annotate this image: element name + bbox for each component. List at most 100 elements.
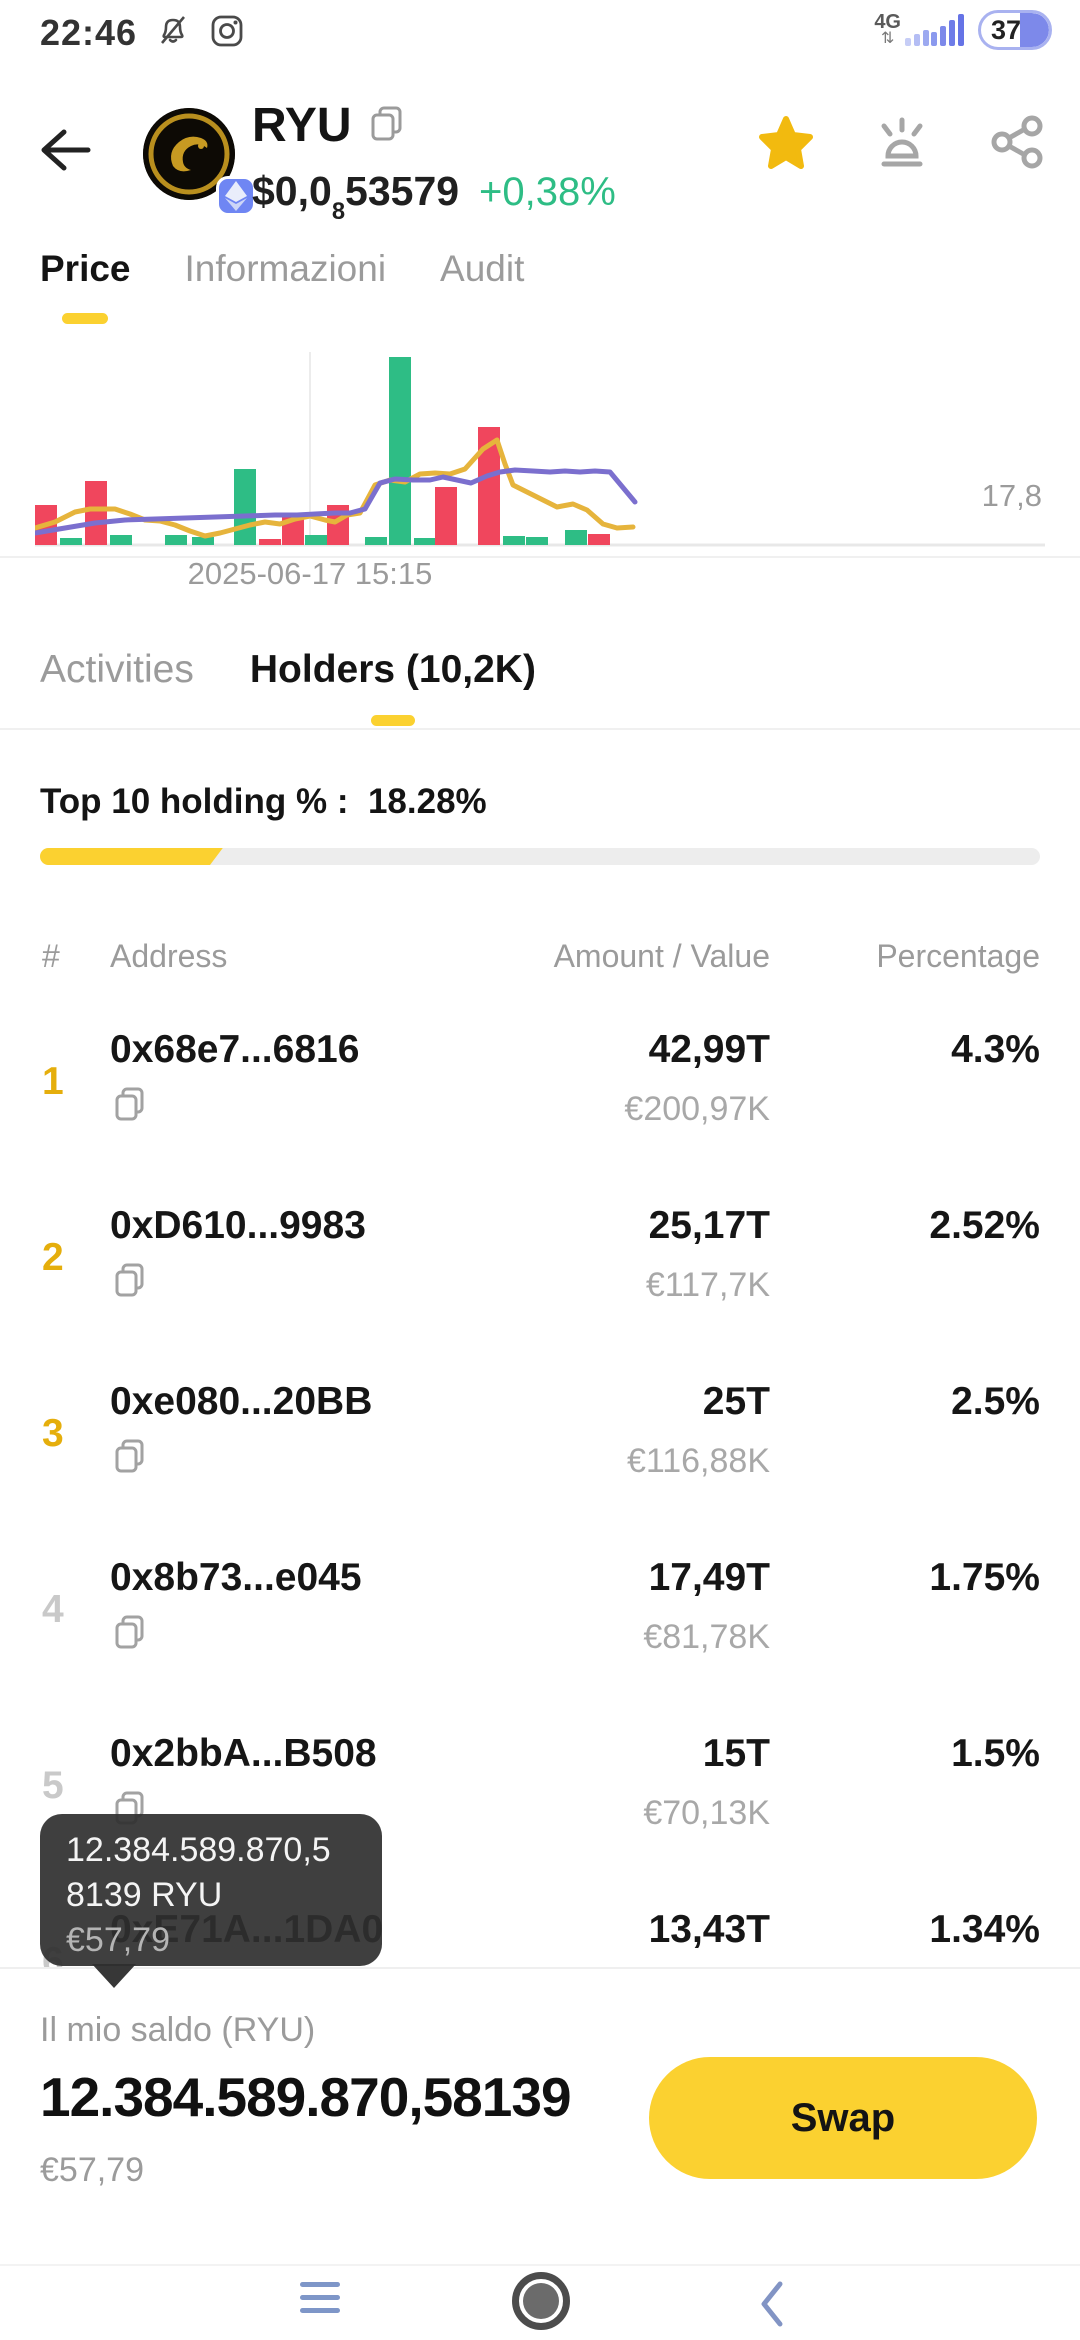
volume-bar bbox=[526, 537, 548, 545]
table-row[interactable]: 1 0x68e7...6816 42,99T €200,97K 4.3% bbox=[0, 1022, 1080, 1198]
favorite-star-icon[interactable] bbox=[758, 115, 814, 174]
price-volume-chart[interactable] bbox=[35, 352, 1045, 552]
home-button-icon[interactable] bbox=[512, 2272, 570, 2330]
tooltip-amount-line1: 12.384.589.870,5 bbox=[66, 1831, 331, 1869]
battery-percent: 37 bbox=[991, 15, 1022, 45]
holder-value: €81,78K bbox=[643, 1618, 770, 1656]
token-price: $0,0853579 bbox=[252, 168, 460, 226]
volume-bar bbox=[259, 539, 281, 545]
holder-percentage: 1.34% bbox=[929, 1908, 1040, 1951]
copy-address-icon[interactable] bbox=[112, 1086, 148, 1127]
tab-price[interactable]: Price bbox=[40, 248, 131, 318]
copy-token-name-icon[interactable] bbox=[368, 104, 406, 147]
volume-bar bbox=[435, 487, 457, 545]
holder-amount: 42,99T bbox=[648, 1028, 770, 1071]
volume-bar bbox=[503, 536, 525, 545]
system-navbar bbox=[0, 2264, 1080, 2340]
holder-rank: 1 bbox=[42, 1060, 64, 1103]
holder-value: €116,88K bbox=[626, 1442, 770, 1480]
holder-amount: 25T bbox=[702, 1380, 770, 1423]
top10-holding: Top 10 holding % : 18.28% bbox=[40, 782, 487, 821]
holder-percentage: 1.5% bbox=[951, 1732, 1040, 1775]
data-arrows-icon: ⇅ bbox=[880, 30, 895, 47]
holder-amount: 25,17T bbox=[648, 1204, 770, 1247]
price-change: +0,38% bbox=[479, 170, 616, 214]
table-row[interactable]: 3 0xe080...20BB 25T €116,88K 2.5% bbox=[0, 1374, 1080, 1550]
back-arrow-button[interactable] bbox=[36, 122, 96, 178]
main-tabs: Price Informazioni Audit bbox=[40, 248, 524, 318]
holder-address: 0xD610...9983 bbox=[110, 1204, 366, 1247]
token-name: RYU bbox=[252, 99, 352, 152]
holder-amount: 13,43T bbox=[648, 1908, 770, 1951]
status-bar: 22:46 4G ⇅ bbox=[0, 0, 1080, 70]
holder-rank: 4 bbox=[42, 1588, 64, 1631]
tab-holders[interactable]: Holders (10,2K) bbox=[250, 648, 536, 722]
balance-fiat: €57,79 bbox=[40, 2151, 144, 2189]
top10-progress-track bbox=[40, 848, 1040, 865]
holder-amount: 15T bbox=[702, 1732, 770, 1775]
battery-fill bbox=[1020, 13, 1049, 47]
holder-rank: 3 bbox=[42, 1412, 64, 1455]
holder-address: 0x8b73...e045 bbox=[110, 1556, 362, 1599]
volume-bar bbox=[588, 534, 610, 545]
tooltip-fiat: €57,79 bbox=[66, 1921, 170, 1959]
balance-label: Il mio saldo (RYU) bbox=[40, 2011, 316, 2049]
top10-value: 18.28% bbox=[367, 782, 487, 821]
sim1-signal-bars-icon bbox=[905, 30, 929, 46]
volume-bar bbox=[565, 530, 587, 545]
ethereum-chain-badge-icon bbox=[216, 176, 256, 216]
holder-percentage: 2.5% bbox=[951, 1380, 1040, 1423]
tab-audit[interactable]: Audit bbox=[440, 248, 525, 289]
clock: 22:46 bbox=[40, 12, 138, 53]
volume-bar bbox=[60, 538, 82, 545]
holder-rank: 5 bbox=[42, 1764, 64, 1807]
copy-address-icon[interactable] bbox=[112, 1438, 148, 1479]
balance-amount: 12.384.589.870,58139 bbox=[40, 2066, 572, 2128]
share-icon[interactable] bbox=[990, 114, 1044, 175]
holder-address: 0x2bbA...B508 bbox=[110, 1732, 377, 1775]
volume-bar bbox=[110, 535, 132, 545]
holder-address: 0x68e7...6816 bbox=[110, 1028, 360, 1071]
holder-value: €200,97K bbox=[624, 1090, 770, 1128]
col-amount-value: Amount / Value bbox=[553, 938, 770, 974]
sim2-signal-bars-icon bbox=[931, 14, 964, 46]
network-type: 4G bbox=[874, 11, 901, 33]
holder-percentage: 4.3% bbox=[951, 1028, 1040, 1071]
divider bbox=[0, 728, 1080, 730]
col-percentage: Percentage bbox=[876, 938, 1040, 974]
nav-back-icon[interactable] bbox=[752, 2276, 792, 2337]
instagram-icon bbox=[209, 13, 245, 54]
volume-bar bbox=[234, 469, 256, 545]
tab-activities[interactable]: Activities bbox=[40, 648, 194, 691]
holder-rank: 2 bbox=[42, 1236, 64, 1279]
col-rank: # bbox=[42, 938, 60, 974]
copy-address-icon[interactable] bbox=[112, 1614, 148, 1655]
col-address: Address bbox=[110, 938, 228, 974]
holders-table-header: # Address Amount / Value Percentage bbox=[0, 938, 1080, 982]
section-tabs: Activities Holders (10,2K) bbox=[40, 648, 536, 722]
holder-value: €70,13K bbox=[643, 1794, 770, 1832]
copy-address-icon[interactable] bbox=[112, 1262, 148, 1303]
recents-menu-icon[interactable] bbox=[300, 2282, 340, 2313]
swap-button[interactable]: Swap bbox=[649, 2057, 1037, 2179]
holder-address: 0xe080...20BB bbox=[110, 1380, 373, 1423]
volume-bar bbox=[192, 537, 214, 545]
tab-informazioni[interactable]: Informazioni bbox=[184, 248, 387, 289]
token-header: RYU $0,0853579 +0,38% bbox=[0, 70, 1080, 230]
holder-amount: 17,49T bbox=[648, 1556, 770, 1599]
table-row[interactable]: 2 0xD610...9983 25,17T €117,7K 2.52% bbox=[0, 1198, 1080, 1374]
volume-bar bbox=[165, 535, 187, 545]
holder-percentage: 2.52% bbox=[929, 1204, 1040, 1247]
balance-tooltip: 12.384.589.870,5 8139 RYU €57,79 bbox=[40, 1814, 382, 1988]
purple-ma-line bbox=[35, 467, 638, 536]
top10-progress-fill bbox=[40, 848, 223, 865]
alert-siren-icon[interactable] bbox=[876, 114, 928, 175]
volume-bar bbox=[305, 535, 327, 545]
table-row[interactable]: 5 0x2bbA...B508 15T €70,13K 1.5% bbox=[0, 1726, 1080, 1902]
table-row[interactable]: 4 0x8b73...e045 17,49T €81,78K 1.75% bbox=[0, 1550, 1080, 1726]
mute-bell-icon bbox=[155, 13, 191, 54]
volume-bar bbox=[389, 357, 411, 545]
tooltip-pointer bbox=[92, 1964, 136, 1988]
holder-percentage: 1.75% bbox=[929, 1556, 1040, 1599]
